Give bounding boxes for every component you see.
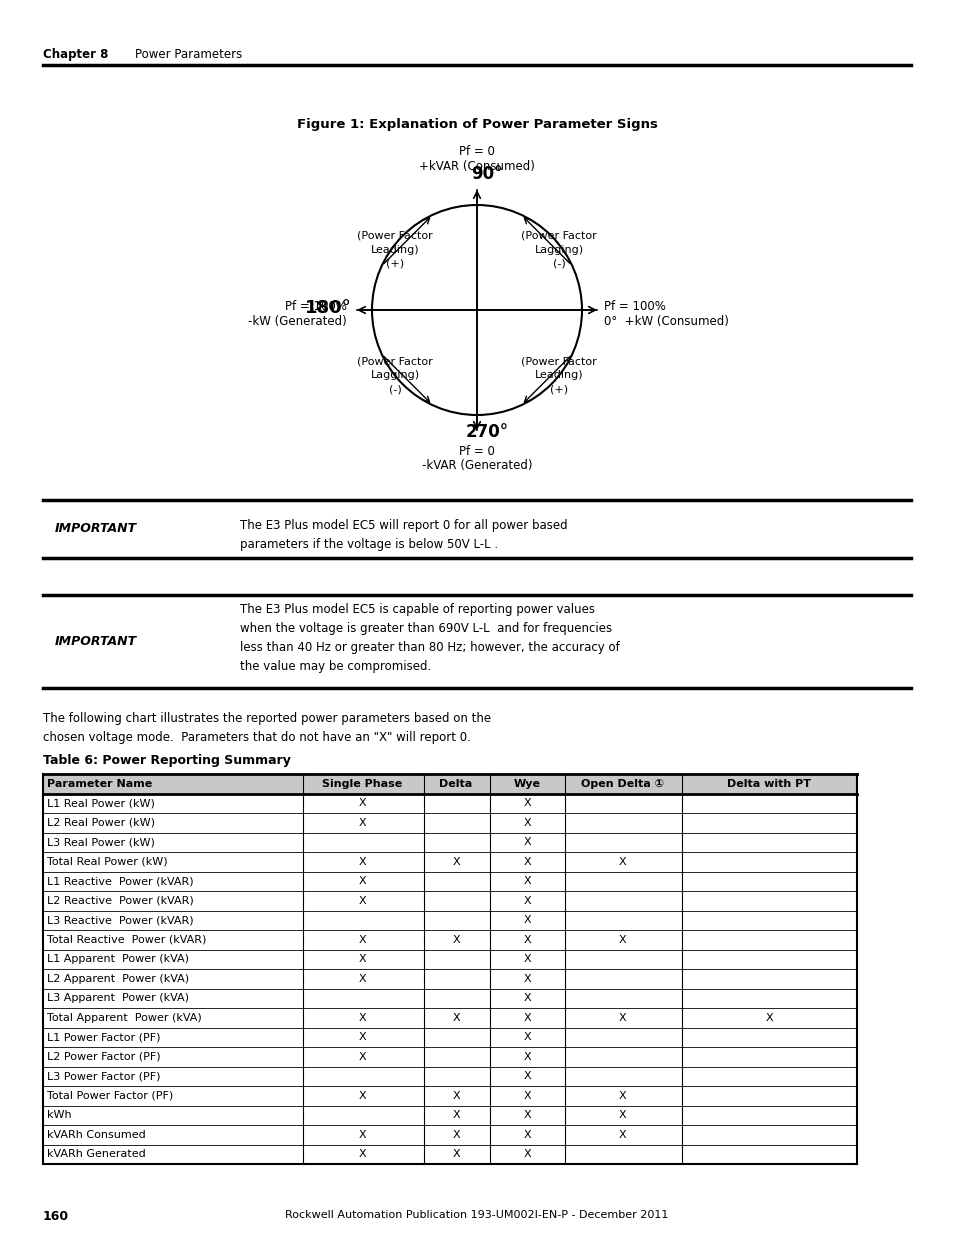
Text: X: X [357,1150,365,1160]
Text: Pf = 0: Pf = 0 [458,445,495,458]
Text: The E3 Plus model EC5 will report 0 for all power based
parameters if the voltag: The E3 Plus model EC5 will report 0 for … [240,519,567,551]
Text: X: X [452,1150,459,1160]
Text: X: X [357,1091,365,1100]
Text: L1 Apparent  Power (kVA): L1 Apparent Power (kVA) [47,955,189,965]
Text: L2 Power Factor (PF): L2 Power Factor (PF) [47,1052,160,1062]
Text: X: X [357,955,365,965]
Text: X: X [357,798,365,808]
Text: X: X [618,1130,626,1140]
Text: X: X [522,1091,530,1100]
Text: X: X [357,877,365,887]
Text: X: X [765,1013,773,1023]
Text: Open Delta ①: Open Delta ① [580,779,663,789]
Text: X: X [522,955,530,965]
Text: The following chart illustrates the reported power parameters based on the
chose: The following chart illustrates the repo… [43,713,491,743]
Text: Parameter Name: Parameter Name [47,779,152,789]
Text: X: X [522,915,530,925]
Text: Total Reactive  Power (kVAR): Total Reactive Power (kVAR) [47,935,206,945]
Text: L1 Reactive  Power (kVAR): L1 Reactive Power (kVAR) [47,877,193,887]
Text: Pf = 0: Pf = 0 [458,144,495,158]
Text: X: X [522,837,530,847]
Text: X: X [522,895,530,905]
Text: X: X [522,1052,530,1062]
Text: X: X [522,1110,530,1120]
Text: Pf = 100%: Pf = 100% [603,300,665,312]
Text: Delta with PT: Delta with PT [727,779,811,789]
Text: Pf = 100%: Pf = 100% [285,300,347,312]
Text: X: X [522,1071,530,1082]
Text: X: X [618,857,626,867]
Text: Total Power Factor (PF): Total Power Factor (PF) [47,1091,173,1100]
Text: X: X [522,857,530,867]
Text: (Power Factor
Leading)
(+): (Power Factor Leading) (+) [356,231,433,269]
Text: X: X [452,1110,459,1120]
Text: Delta: Delta [439,779,472,789]
Text: X: X [618,1013,626,1023]
Text: IMPORTANT: IMPORTANT [55,635,137,648]
Text: X: X [452,1013,459,1023]
Text: L2 Apparent  Power (kVA): L2 Apparent Power (kVA) [47,973,189,984]
Text: IMPORTANT: IMPORTANT [55,522,137,536]
Text: X: X [357,857,365,867]
Text: X: X [522,1150,530,1160]
Text: X: X [522,1032,530,1042]
Text: X: X [522,973,530,984]
Text: Total Real Power (kW): Total Real Power (kW) [47,857,168,867]
Text: Power Parameters: Power Parameters [135,48,242,61]
Text: X: X [522,877,530,887]
Text: X: X [618,1110,626,1120]
Text: L2 Reactive  Power (kVAR): L2 Reactive Power (kVAR) [47,895,193,905]
Text: +kVAR (Consumed): +kVAR (Consumed) [418,161,535,173]
Text: Single Phase: Single Phase [321,779,402,789]
Text: kVARh Generated: kVARh Generated [47,1150,146,1160]
Bar [43,774,856,794]
Text: X: X [452,857,459,867]
Text: 180°: 180° [305,299,352,317]
Text: X: X [618,1091,626,1100]
Text: The E3 Plus model EC5 is capable of reporting power values
when the voltage is g: The E3 Plus model EC5 is capable of repo… [240,603,619,673]
Text: Table 6: Power Reporting Summary: Table 6: Power Reporting Summary [43,755,291,767]
Text: X: X [357,1130,365,1140]
Text: L2 Real Power (kW): L2 Real Power (kW) [47,818,154,827]
Text: Chapter 8: Chapter 8 [43,48,109,61]
Text: L1 Real Power (kW): L1 Real Power (kW) [47,798,154,808]
Text: 160: 160 [43,1210,69,1223]
Text: -kVAR (Generated): -kVAR (Generated) [421,459,532,472]
Text: X: X [522,798,530,808]
Text: L1 Power Factor (PF): L1 Power Factor (PF) [47,1032,160,1042]
Text: X: X [522,935,530,945]
Text: Wye: Wye [513,779,540,789]
Text: X: X [522,1130,530,1140]
Text: X: X [357,895,365,905]
Text: X: X [522,1013,530,1023]
Text: X: X [452,1130,459,1140]
Text: X: X [618,935,626,945]
Text: 90°: 90° [471,165,502,183]
Text: Total Apparent  Power (kVA): Total Apparent Power (kVA) [47,1013,201,1023]
Text: -kW (Generated): -kW (Generated) [248,315,347,329]
Text: (Power Factor
Lagging)
(-): (Power Factor Lagging) (-) [520,231,597,269]
Text: (Power Factor
Lagging)
(-): (Power Factor Lagging) (-) [356,356,433,394]
Text: X: X [357,818,365,827]
Text: 270°: 270° [465,424,508,441]
Text: X: X [357,935,365,945]
Text: X: X [357,1052,365,1062]
Text: X: X [452,935,459,945]
Text: X: X [522,818,530,827]
Text: 0°  +kW (Consumed): 0° +kW (Consumed) [603,315,728,329]
Text: L3 Real Power (kW): L3 Real Power (kW) [47,837,154,847]
Text: X: X [452,1091,459,1100]
Text: X: X [357,1013,365,1023]
Text: Figure 1: Explanation of Power Parameter Signs: Figure 1: Explanation of Power Parameter… [296,119,657,131]
Text: X: X [357,973,365,984]
Text: Rockwell Automation Publication 193-UM002I-EN-P - December 2011: Rockwell Automation Publication 193-UM00… [285,1210,668,1220]
Text: X: X [357,1032,365,1042]
Text: (Power Factor
Leading)
(+): (Power Factor Leading) (+) [520,356,597,394]
Text: L3 Power Factor (PF): L3 Power Factor (PF) [47,1071,160,1082]
Text: X: X [522,993,530,1003]
Text: kVARh Consumed: kVARh Consumed [47,1130,146,1140]
Text: L3 Reactive  Power (kVAR): L3 Reactive Power (kVAR) [47,915,193,925]
Text: kWh: kWh [47,1110,71,1120]
Text: L3 Apparent  Power (kVA): L3 Apparent Power (kVA) [47,993,189,1003]
